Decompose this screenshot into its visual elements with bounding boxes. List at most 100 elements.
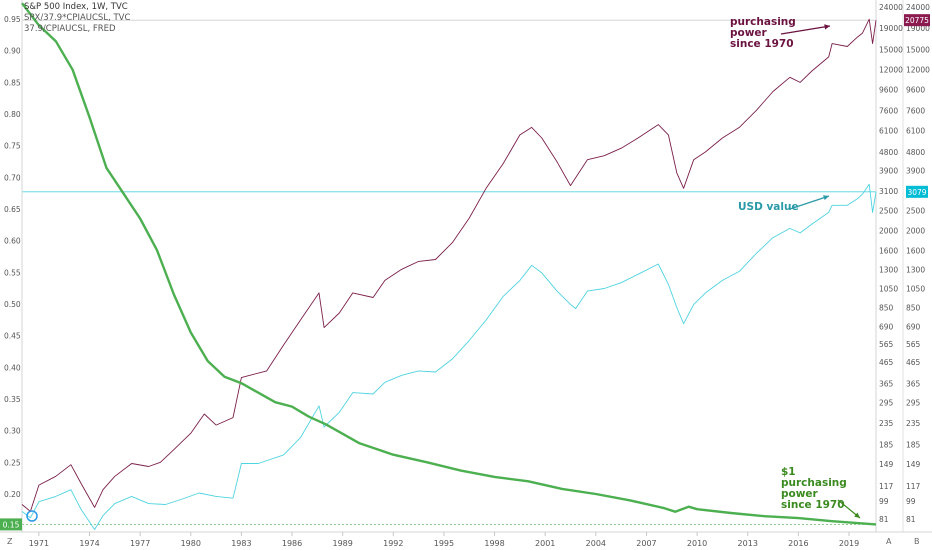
right-b-tick-label: 81 (906, 515, 916, 524)
right-a-tick-label: 2500 (879, 207, 898, 216)
right-a-tick-label: 235 (879, 419, 894, 428)
left-tick-label: 0.40 (4, 363, 21, 372)
right-a-tick-label: 565 (879, 340, 894, 349)
right-b-tick-label: 2500 (906, 207, 925, 216)
right-a-tick-label: 81 (879, 515, 889, 524)
annotation-line: power (781, 488, 818, 500)
right-b-tick-label: 117 (906, 482, 921, 491)
x-tick-label: 2010 (687, 539, 707, 548)
scale-toggle-left[interactable]: Z (7, 537, 13, 546)
grid (22, 19, 876, 525)
right-a-tick-label: 185 (879, 441, 894, 450)
right-b-tick-label: 3900 (906, 167, 925, 176)
annotation-line: purchasing (730, 16, 796, 28)
annotation-dollar-purchasing-power: $1 purchasing power since 1970 (781, 467, 847, 511)
right-a-tick-label: 2000 (879, 227, 898, 236)
right-a-tick-label: 1050 (879, 285, 898, 294)
annotation-purchasing-power: purchasing power since 1970 (730, 17, 796, 50)
x-tick-label: 1980 (181, 539, 201, 548)
right-b-tick-label: 99 (906, 497, 916, 506)
right-a-tick-label: 295 (879, 399, 894, 408)
right-b-tick-label: 690 (906, 322, 921, 331)
annotation-line: purchasing (781, 477, 847, 489)
right-b-tick-label: 295 (906, 399, 921, 408)
series-spx-line (21, 18, 877, 512)
x-tick-label: 1995 (434, 539, 454, 548)
x-tick-label: 1992 (383, 539, 403, 548)
watermark-logo-icon (26, 510, 38, 522)
right-a-tick-label: 850 (879, 304, 894, 313)
right-a-tick-label: 15000 (879, 45, 903, 54)
right-b-tick-label: 4800 (906, 148, 925, 157)
right-b-tick-label: 12000 (906, 66, 930, 75)
right-b-tick-label: 185 (906, 441, 921, 450)
right-a-tick-label: 12000 (879, 66, 903, 75)
right-a-tick-label: 7600 (879, 107, 898, 116)
x-tick-label: 1986 (282, 539, 302, 548)
real-spx-last-badge-bg (906, 185, 928, 198)
x-tick-label: 1974 (79, 539, 99, 548)
series-dollar-line (21, 2, 877, 526)
right-a-tick-label: 117 (879, 482, 894, 491)
spx-last-badge-bg (904, 14, 930, 27)
dollar-last-badge-text: 0.15 (3, 520, 20, 529)
x-tick-label: 1983 (231, 539, 251, 548)
right-b-tick-label: 149 (906, 460, 921, 469)
series-layer (21, 2, 877, 530)
right-b-tick-label: 15000 (906, 45, 930, 54)
x-tick-label: 1989 (332, 539, 352, 548)
usd-value-arrow-head (823, 195, 829, 201)
right-a-tick-label: 3100 (879, 187, 898, 196)
legend-real-spx: SPX/37.9*CPIAUCSL, TVC (24, 13, 131, 23)
purchasing-power-arrow-head (824, 24, 830, 30)
legend-cpi: 37.9/CPIAUCSL, FRED (24, 24, 116, 34)
right-b-tick-label: 465 (906, 358, 921, 367)
x-tick-label: 2013 (738, 539, 758, 548)
right-a-tick-label: 365 (879, 380, 894, 389)
left-tick-label: 0.85 (4, 78, 21, 87)
right-b-tick-label: 565 (906, 340, 921, 349)
right-a-tick-label: 4800 (879, 148, 898, 157)
annotation-line: since 1970 (781, 499, 845, 511)
left-tick-label: 0.65 (4, 205, 21, 214)
dollar-last-badge-bg (0, 518, 22, 531)
right-b-tick-label: 1300 (906, 265, 925, 274)
x-tick-label: 2007 (636, 539, 656, 548)
right-a-tick-label: 6100 (879, 126, 898, 135)
series-real-spx-line (21, 183, 877, 530)
annotation-usd-value: USD value (738, 201, 799, 213)
right-a-tick-label: 19000 (879, 24, 903, 33)
annotation-line: $1 (781, 466, 796, 478)
right-a-tick-label: 690 (879, 322, 894, 331)
scale-toggle-a[interactable]: A (886, 537, 892, 546)
left-tick-label: 0.70 (4, 173, 21, 182)
left-tick-label: 0.95 (4, 15, 21, 24)
left-tick-label: 0.90 (4, 47, 21, 56)
right-a-tick-label: 9600 (879, 86, 898, 95)
purchasing-power-arrow (780, 25, 831, 35)
right-b-tick-label: 1050 (906, 285, 925, 294)
right-a-tick-label: 3900 (879, 167, 898, 176)
left-tick-label: 0.60 (4, 237, 21, 246)
spx-last-badge-text: 20775 (905, 16, 929, 25)
annotation-line: since 1970 (730, 38, 794, 50)
x-tick-label: 2019 (839, 539, 859, 548)
right-b-tick-label: 1600 (906, 247, 925, 256)
dollar-purchasing-power-arrow-head (854, 512, 860, 518)
legend-spx: S&P 500 Index, 1W, TVC (24, 2, 128, 12)
left-tick-label: 0.75 (4, 142, 21, 151)
left-tick-label: 0.45 (4, 332, 21, 341)
left-tick-label: 0.30 (4, 427, 21, 436)
left-tick-label: 0.55 (4, 268, 21, 277)
right-b-tick-label: 24000 (906, 3, 930, 12)
right-b-tick-label: 365 (906, 380, 921, 389)
left-tick-label: 0.50 (4, 300, 21, 309)
x-tick-label: 1998 (484, 539, 504, 548)
right-a-tick-label: 465 (879, 358, 894, 367)
left-tick-label: 0.35 (4, 395, 21, 404)
scale-toggle-b[interactable]: B (914, 537, 920, 546)
usd-value-arrow (789, 195, 830, 210)
x-tick-label: 2001 (535, 539, 555, 548)
